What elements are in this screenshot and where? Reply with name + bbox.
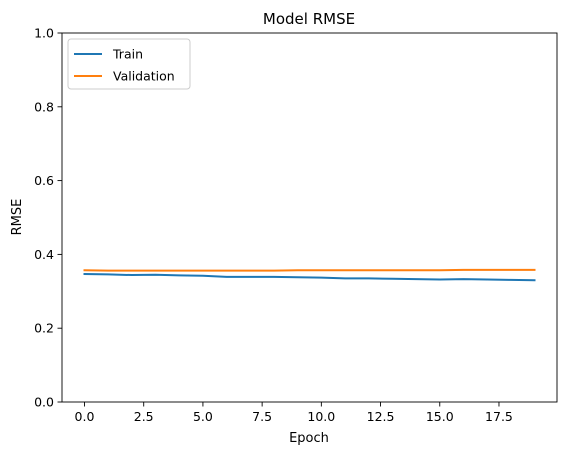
y-tick-label: 1.0 bbox=[34, 26, 54, 41]
x-tick-label: 10.0 bbox=[307, 409, 335, 424]
y-tick-label: 0.6 bbox=[34, 173, 54, 188]
x-tick-label: 17.5 bbox=[485, 409, 513, 424]
legend-label-train: Train bbox=[112, 47, 143, 62]
y-tick-label: 0.8 bbox=[34, 99, 54, 114]
x-axis: 0.0 2.5 5.0 7.5 10.0 12.5 15.0 17.5 bbox=[75, 402, 513, 424]
x-tick-label: 7.5 bbox=[252, 409, 272, 424]
plot-frame bbox=[61, 32, 558, 403]
chart-title: Model RMSE bbox=[263, 10, 355, 28]
y-axis-label: RMSE bbox=[10, 199, 25, 236]
x-tick-label: 5.0 bbox=[193, 409, 213, 424]
legend: Train Validation bbox=[67, 38, 191, 90]
x-tick-label: 12.5 bbox=[367, 409, 395, 424]
x-tick-label: 2.5 bbox=[134, 409, 154, 424]
series-line-validation bbox=[83, 268, 536, 272]
y-tick-label: 0.0 bbox=[34, 395, 54, 410]
x-tick-label: 0.0 bbox=[75, 409, 95, 424]
legend-label-validation: Validation bbox=[113, 69, 175, 84]
x-tick-label: 15.0 bbox=[426, 409, 454, 424]
y-tick-label: 0.2 bbox=[34, 321, 54, 336]
y-tick-label: 0.4 bbox=[34, 247, 54, 262]
series-line-train bbox=[83, 272, 536, 282]
plot-area bbox=[83, 268, 536, 282]
y-axis: 0.0 0.2 0.4 0.6 0.8 1.0 bbox=[34, 26, 62, 410]
x-axis-label: Epoch bbox=[289, 431, 329, 446]
